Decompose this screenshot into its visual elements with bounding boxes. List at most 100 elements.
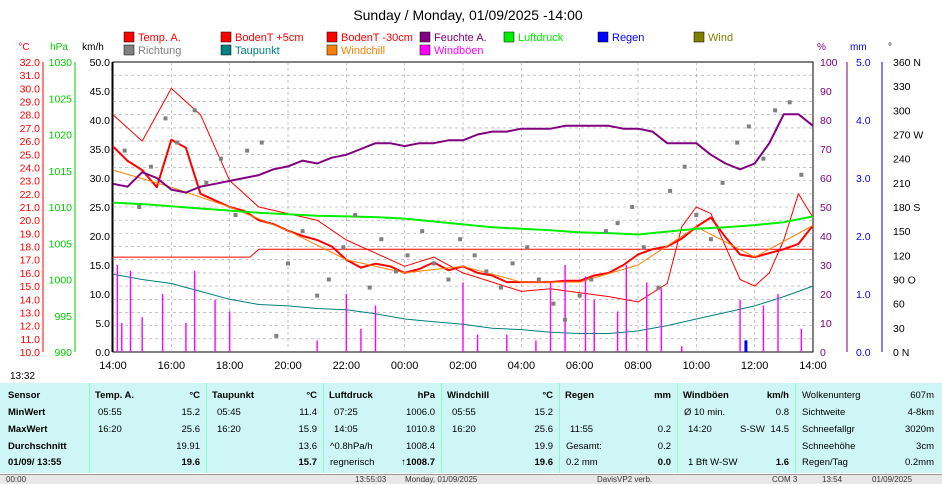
stats-rain-per-day-label: Regen/Tag xyxy=(802,457,848,468)
tick-rain: 2.0 xyxy=(856,231,871,243)
axis-unit-wind: km/h xyxy=(82,42,104,53)
time-label: 13:32 xyxy=(10,371,36,382)
stats-temp-min-time: 05:55 xyxy=(98,407,122,418)
tick-temp: 13.0 xyxy=(20,307,41,319)
axis-unit-rain: mm xyxy=(850,42,867,53)
point-richtung xyxy=(300,229,305,234)
tick-pressure: 990 xyxy=(54,347,72,359)
line-windchill xyxy=(112,169,814,283)
stats-windchill-min-time: 05:55 xyxy=(452,407,476,418)
point-richtung xyxy=(498,285,503,290)
tick-temp: 18.0 xyxy=(20,242,41,254)
stats-pressure-header: Luftdruck xyxy=(329,390,373,401)
tick-direction: 90 O xyxy=(893,275,916,287)
point-richtung xyxy=(175,140,180,145)
tick-temp: 27.0 xyxy=(20,123,41,135)
legend-label-taupunkt: Taupunkt xyxy=(235,45,280,57)
stats-gust-avg-label: Ø 10 min. xyxy=(684,407,726,418)
legend-label-wind: Wind xyxy=(708,32,733,44)
tick-wind: 45.0 xyxy=(90,86,111,98)
stats-gust-header: Windböen xyxy=(683,390,729,401)
tick-direction: 150 xyxy=(893,226,911,238)
stats-windchill-max-time: 16:20 xyxy=(452,424,476,435)
axis-unit-pressure: hPa xyxy=(50,42,68,53)
stats-visibility: 4-8km xyxy=(907,407,934,418)
point-richtung xyxy=(735,140,740,145)
tick-temp: 20.0 xyxy=(20,215,41,227)
stats-cloud-base-label: Wolkenunterg xyxy=(802,390,861,401)
stats-gust-max-time: 14:20 xyxy=(688,424,712,435)
point-richtung xyxy=(615,221,620,226)
stats-temp-avg: 19.91 xyxy=(176,441,200,452)
stats-dew-max-time: 16:20 xyxy=(217,424,241,435)
point-richtung xyxy=(589,277,594,282)
tick-direction: 270 W xyxy=(893,130,923,142)
tick-wind: 10.0 xyxy=(90,289,111,301)
stats-rain-last-time: 11:55 xyxy=(570,424,594,435)
tick-rain: 0.0 xyxy=(856,347,871,359)
tick-temp: 11.0 xyxy=(20,334,40,346)
statistics-panel: Sensor MinWert MaxWert Durchschnitt 01/0… xyxy=(0,383,942,473)
tick-wind: 15.0 xyxy=(90,260,111,272)
legend-label-bodent-30cm: BodenT -30cm xyxy=(341,32,413,44)
stats-max-label: MaxWert xyxy=(8,424,48,435)
stats-sensor-column: Sensor MinWert MaxWert Durchschnitt 01/0… xyxy=(0,383,88,473)
tick-humidity: 90 xyxy=(820,86,832,98)
stats-visibility-label: Sichtweite xyxy=(802,407,846,418)
stats-avg-label: Durchschnitt xyxy=(8,441,67,452)
left-axes: 32.031.030.029.028.027.026.025.024.023.0… xyxy=(20,57,113,359)
tick-humidity: 70 xyxy=(820,144,832,156)
stats-gust-current: 1.6 xyxy=(775,457,789,468)
status-station: DavisVP2 verb. xyxy=(597,475,653,484)
tick-direction: 330 xyxy=(893,81,911,93)
x-tick-label: 16:00 xyxy=(158,360,186,370)
legend-label-windb-en: Windböen xyxy=(434,45,484,57)
tick-wind: 5.0 xyxy=(95,318,110,330)
tick-temp: 17.0 xyxy=(20,255,41,267)
point-richtung xyxy=(163,116,168,121)
point-richtung xyxy=(577,293,582,298)
tick-rain: 4.0 xyxy=(856,115,871,127)
tick-temp: 19.0 xyxy=(20,228,41,240)
point-richtung xyxy=(641,245,646,250)
x-tick-label: 12:00 xyxy=(741,360,769,370)
stats-pressure-column: Luftdruck hPa 07:25 1006.0 14:05 1010.8 … xyxy=(323,383,441,473)
legend-swatch-luftdruck xyxy=(503,31,515,43)
tick-rain: 1.0 xyxy=(856,289,871,301)
stats-windchill-min: 15.2 xyxy=(534,407,554,418)
x-tick-label: 22:00 xyxy=(333,360,361,370)
stats-windchill-header: Windchill xyxy=(447,390,490,401)
tick-direction: 240 xyxy=(893,154,911,166)
stats-gust-avg: 0.8 xyxy=(775,407,789,418)
tick-temp: 25.0 xyxy=(20,149,41,161)
stats-rain-day: 0.2 mm xyxy=(566,457,598,468)
tick-direction: 360 N xyxy=(893,57,921,69)
tick-pressure: 1005 xyxy=(49,238,73,250)
x-tick-label: 04:00 xyxy=(508,360,536,370)
axis-headers: °C hPa km/h% mm ° xyxy=(18,42,892,53)
point-richtung xyxy=(746,124,751,129)
status-date: Monday, 01/09/2025 xyxy=(405,475,478,484)
stats-dew-column: Taupunkt °C 05:45 11.4 16:20 15.9 13.6 1… xyxy=(206,383,323,473)
tick-humidity: 30 xyxy=(820,260,832,272)
stats-temp-max-time: 16:20 xyxy=(98,424,122,435)
stats-temp-unit: °C xyxy=(189,390,200,401)
stats-pressure-avg: 1008.4 xyxy=(405,441,435,452)
tick-temp: 26.0 xyxy=(20,136,41,148)
tick-humidity: 60 xyxy=(820,173,832,185)
x-axis: 14:00 16:00 18:00 20:00 22:00 00:00 02:00 04:00… xyxy=(99,360,827,370)
point-richtung xyxy=(551,301,556,306)
legend-swatch-bodent-5cm xyxy=(220,31,232,43)
point-richtung xyxy=(431,261,436,266)
legend-swatch-temp-a xyxy=(123,31,135,43)
legend-label-temp-a: Temp. A. xyxy=(138,32,181,44)
stats-pressure-unit: hPa xyxy=(417,390,435,401)
stats-gust-max: 14.5 xyxy=(770,424,790,435)
point-richtung xyxy=(148,164,153,169)
stats-pressure-max-time: 14:05 xyxy=(334,424,358,435)
point-richtung xyxy=(341,245,346,250)
stats-windchill-current: 19.6 xyxy=(534,457,554,468)
stats-temp-min: 15.2 xyxy=(181,407,201,418)
x-tick-label: 10:00 xyxy=(683,360,711,370)
x-tick-label: 08:00 xyxy=(624,360,652,370)
